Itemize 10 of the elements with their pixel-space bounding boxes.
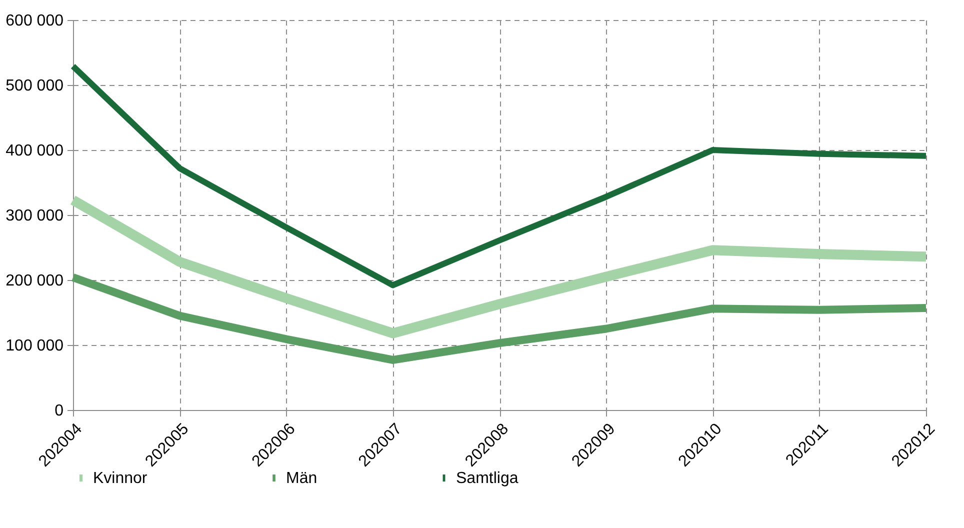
- y-tick-label: 300 000: [6, 208, 64, 224]
- y-tick-label: 0: [54, 402, 64, 420]
- y-tick-label: 200 000: [6, 272, 64, 290]
- legend-label: Män: [286, 470, 318, 487]
- y-tick-label: 600 000: [6, 12, 64, 30]
- y-tick-label: 500 000: [6, 78, 64, 94]
- y-tick-label: 100 000: [6, 338, 64, 354]
- legend-label: Samtliga: [456, 470, 518, 487]
- legend-label: Kvinnor: [93, 470, 148, 487]
- y-tick-label: 400 000: [6, 142, 64, 160]
